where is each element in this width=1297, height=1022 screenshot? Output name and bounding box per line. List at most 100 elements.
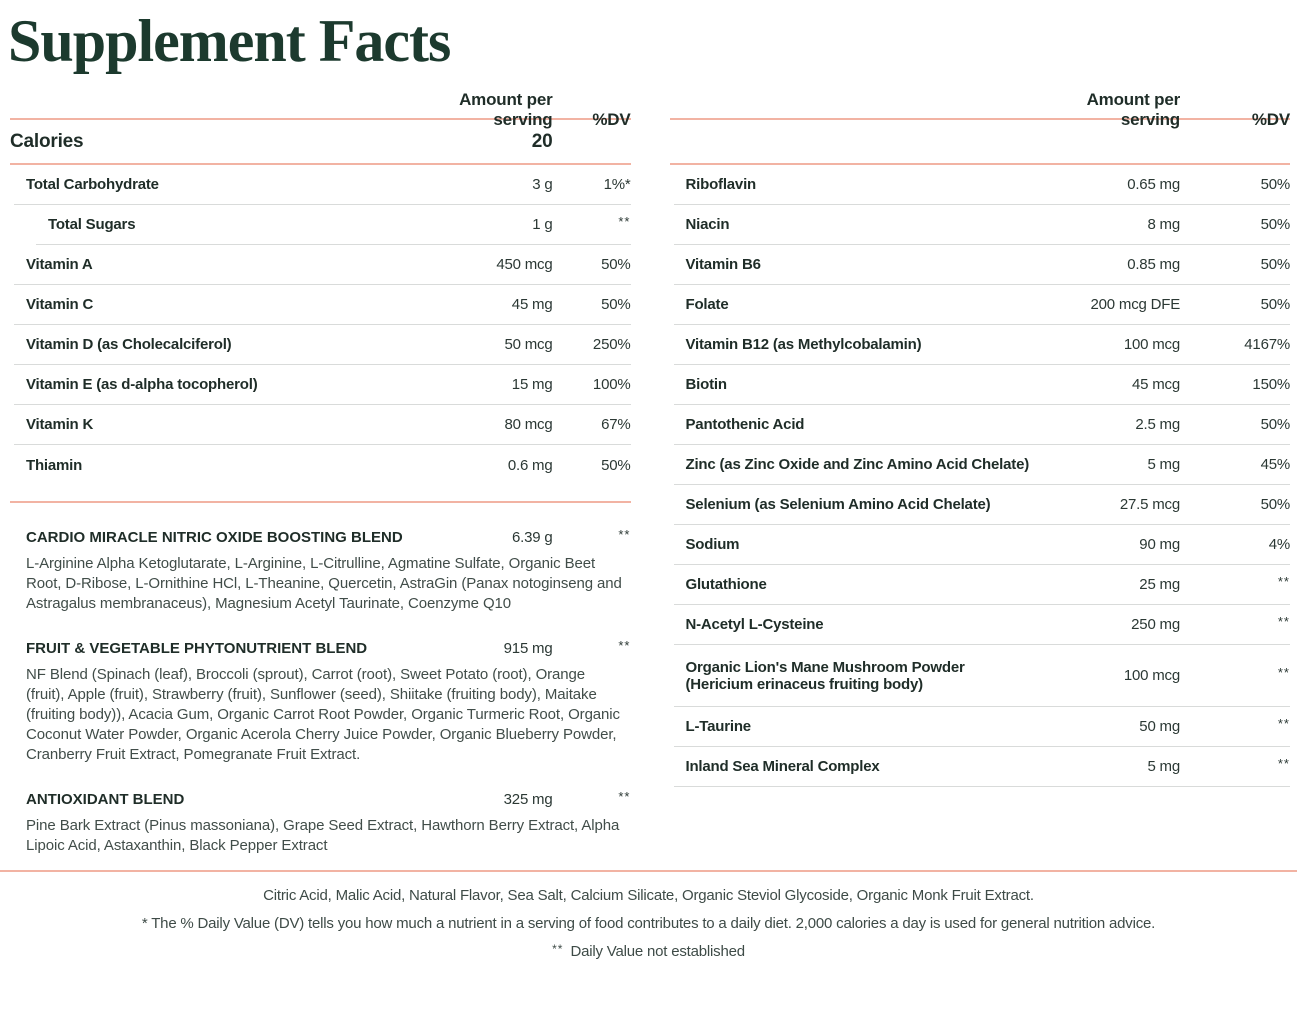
nutrient-label: Total Carbohydrate <box>26 176 159 193</box>
nutrient-dv: ** <box>618 214 631 229</box>
nutrient-dv: ** <box>1277 574 1290 589</box>
nutrient-label: Folate <box>685 296 729 313</box>
nutrient-amount: 0.85 mg <box>1127 256 1180 273</box>
nutrient-label: Zinc (as Zinc Oxide and Zinc Amino Acid … <box>685 456 1030 473</box>
nutrient-label: Glutathione <box>685 576 767 593</box>
nutrient-label: Pantothenic Acid <box>685 416 805 433</box>
nutrient-dv: 50% <box>1260 416 1291 433</box>
nutrient-label: Riboflavin <box>685 176 757 193</box>
nutrient-label: Biotin <box>685 376 727 393</box>
nutrient-dv: 1%* <box>603 176 631 193</box>
blend-name: FRUIT & VEGETABLE PHYTONUTRIENT BLEND <box>26 640 368 657</box>
blend-dv: ** <box>618 527 631 542</box>
nutrient-label: Vitamin E (as d-alpha tocopherol) <box>26 376 258 393</box>
right-column-header: Amount per serving %DV <box>669 90 1290 129</box>
page-title: Supplement Facts <box>8 8 451 74</box>
nutrient-label: Sodium <box>685 536 740 553</box>
nutrient-row: Selenium (as Selenium Amino Acid Chelate… <box>673 485 1291 525</box>
nutrient-row: Inland Sea Mineral Complex 5 mg ** <box>673 747 1290 787</box>
nutrient-row: Vitamin K 80 mcg 67% <box>14 405 631 445</box>
nutrient-dv: 4167% <box>1244 336 1290 353</box>
blend-ingredients: Pine Bark Extract (Pinus massoniana), Gr… <box>26 817 620 854</box>
nutrient-amount: 2.5 mg <box>1135 416 1180 433</box>
nutrient-amount: 100 mcg <box>1123 336 1180 353</box>
nutrient-sublabel: (Hericium erinaceus fruiting body) <box>685 675 924 693</box>
blend-section: FRUIT & VEGETABLE PHYTONUTRIENT BLEND 91… <box>10 638 631 765</box>
section-divider <box>10 501 631 503</box>
nutrient-amount: 8 mg <box>1147 216 1180 233</box>
columns-wrapper: Amount per serving %DV Calories 20 Total… <box>0 74 1297 856</box>
amount-per-serving-header: Amount per serving <box>1086 90 1181 129</box>
nutrient-row: Vitamin E (as d-alpha tocopherol) 15 mg … <box>14 365 631 405</box>
blend-header: FRUIT & VEGETABLE PHYTONUTRIENT BLEND 91… <box>14 638 631 657</box>
blend-header: ANTIOXIDANT BLEND 325 mg ** <box>14 789 631 808</box>
nutrient-amount: 25 mg <box>1139 576 1180 593</box>
nutrient-row: Thiamin 0.6 mg 50% <box>14 445 631 485</box>
nutrient-label: Niacin <box>685 216 730 233</box>
double-asterisk-symbol: ** <box>552 942 564 956</box>
nutrient-dv: ** <box>1277 665 1290 680</box>
blend-dv: ** <box>618 789 631 804</box>
nutrient-amount: 45 mcg <box>1132 376 1180 393</box>
nutrient-label: L-Taurine <box>685 718 752 735</box>
nutrient-amount: 0.65 mg <box>1127 176 1180 193</box>
nutrient-dv: 150% <box>1252 376 1290 393</box>
blend-dv: ** <box>618 638 631 653</box>
blend-name: ANTIOXIDANT BLEND <box>26 791 185 808</box>
nutrient-amount: 3 g <box>532 176 553 193</box>
left-column: Amount per serving %DV Calories 20 Total… <box>10 90 631 856</box>
blend-header: CARDIO MIRACLE NITRIC OXIDE BOOSTING BLE… <box>14 527 631 546</box>
nutrient-amount: 200 mcg DFE <box>1090 296 1181 313</box>
nutrient-label: Vitamin B6 <box>685 256 761 273</box>
nutrient-label: Thiamin <box>26 456 83 474</box>
nutrient-amount: 5 mg <box>1147 758 1180 775</box>
nutrient-dv: 100% <box>592 376 631 393</box>
nutrient-dv: 250% <box>592 336 631 353</box>
not-established-note: ** Daily Value not established <box>552 942 745 960</box>
amount-per-serving-header: Amount per serving <box>459 90 553 129</box>
nutrient-row: Zinc (as Zinc Oxide and Zinc Amino Acid … <box>673 445 1290 485</box>
blend-amount: 325 mg <box>503 791 553 808</box>
nutrient-dv: 50% <box>601 256 631 273</box>
calories-spacer <box>669 120 1290 165</box>
nutrient-amount: 100 mcg <box>1123 667 1180 684</box>
nutrient-amount: 90 mg <box>1139 536 1180 553</box>
nutrient-dv: 67% <box>601 416 631 433</box>
supplement-facts-label: Supplement Facts Amount per serving %DV … <box>0 8 1297 1022</box>
nutrient-row: Riboflavin 0.65 mg 50% <box>673 165 1290 205</box>
nutrient-row: Glutathione 25 mg ** <box>673 565 1290 605</box>
nutrient-amount: 50 mcg <box>504 336 553 353</box>
nutrient-amount: 5 mg <box>1147 456 1180 473</box>
nutrient-dv: 50% <box>601 456 631 474</box>
blend-amount: 6.39 g <box>511 529 553 546</box>
blend-section: CARDIO MIRACLE NITRIC OXIDE BOOSTING BLE… <box>10 527 631 614</box>
nutrient-label: Total Sugars <box>48 216 136 233</box>
nutrient-amount: 15 mg <box>511 376 553 393</box>
nutrient-dv: 50% <box>1260 256 1291 273</box>
nutrient-row: Vitamin A 450 mcg 50% <box>14 245 631 285</box>
nutrient-label: Organic Lion's Mane Mushroom Powder (Her… <box>686 659 1031 693</box>
nutrient-row: N-Acetyl L-Cysteine 250 mg ** <box>673 605 1290 645</box>
nutrient-row: Vitamin C 45 mg 50% <box>14 285 631 325</box>
nutrient-dv: 50% <box>1260 496 1291 513</box>
nutrient-label: Vitamin K <box>26 416 94 433</box>
nutrient-row: Pantothenic Acid 2.5 mg 50% <box>673 405 1291 445</box>
nutrient-dv: 4% <box>1268 536 1290 553</box>
nutrient-dv: 50% <box>601 296 631 313</box>
nutrient-label: Vitamin A <box>26 256 93 273</box>
nutrient-dv: ** <box>1277 716 1290 731</box>
nutrient-row: Sodium 90 mg 4% <box>673 525 1290 565</box>
nutrient-row: Vitamin B6 0.85 mg 50% <box>673 245 1291 285</box>
blend-section: ANTIOXIDANT BLEND 325 mg ** Pine Bark Ex… <box>10 789 631 856</box>
nutrient-row: Organic Lion's Mane Mushroom Powder (Her… <box>673 645 1290 707</box>
footer-notes: Citric Acid, Malic Acid, Natural Flavor,… <box>0 882 1297 966</box>
nutrient-label: Vitamin B12 (as Methylcobalamin) <box>685 336 922 353</box>
dv-header: %DV <box>1251 110 1290 129</box>
blend-ingredients: L-Arginine Alpha Ketoglutarate, L-Argini… <box>26 555 622 612</box>
nutrient-amount: 80 mcg <box>504 416 553 433</box>
nutrient-amount: 45 mg <box>511 296 553 313</box>
nutrient-row: Vitamin D (as Cholecalciferol) 50 mcg 25… <box>14 325 631 365</box>
nutrient-row: Niacin 8 mg 50% <box>673 205 1291 245</box>
right-column: Amount per serving %DV Riboflavin 0.65 m… <box>669 90 1291 787</box>
nutrient-dv: 50% <box>1260 216 1291 233</box>
